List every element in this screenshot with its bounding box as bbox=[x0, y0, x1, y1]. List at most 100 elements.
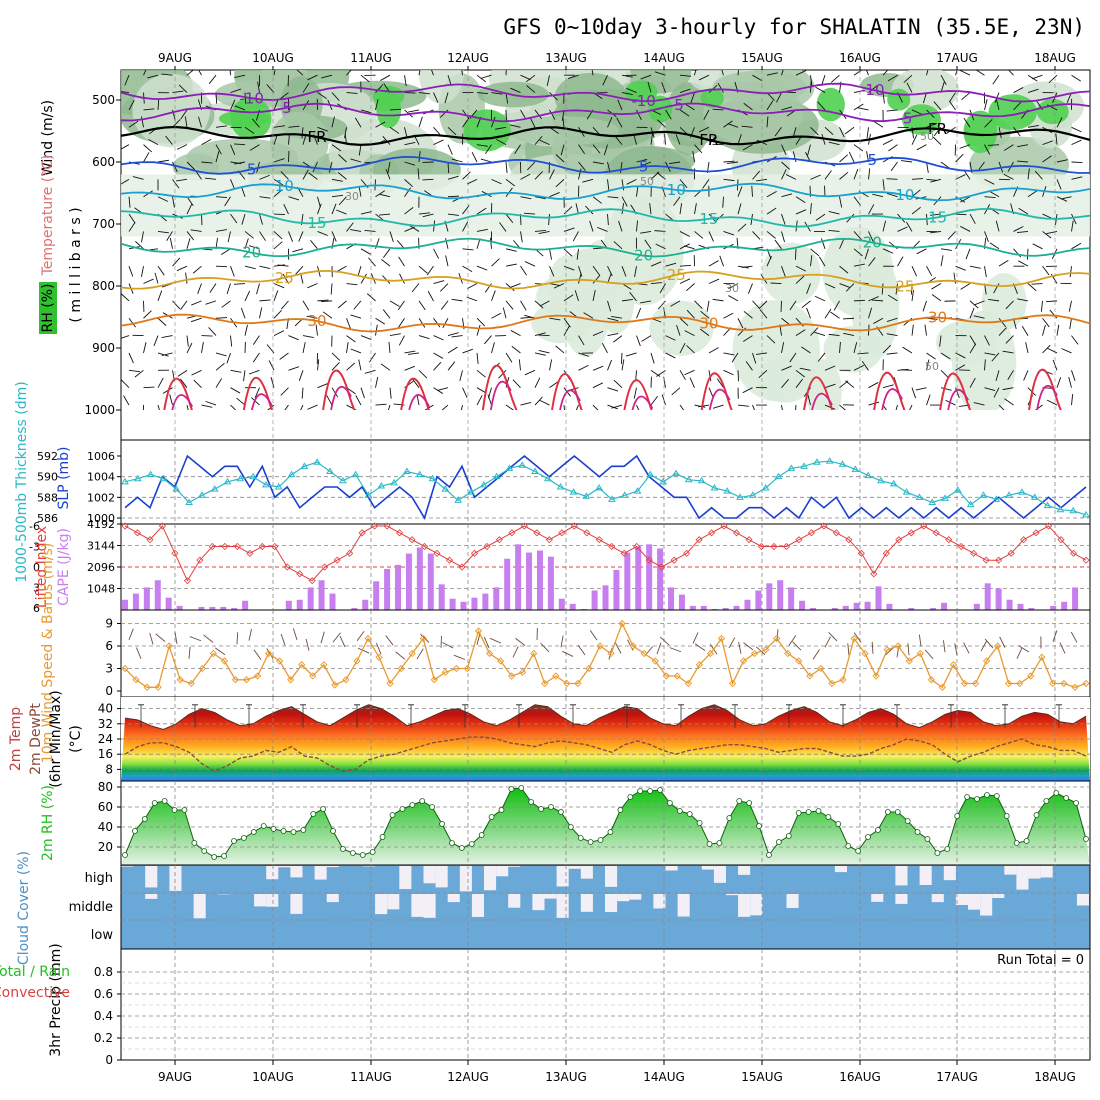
wind-barb bbox=[510, 87, 521, 93]
wind-barb bbox=[447, 213, 459, 216]
cape-bar bbox=[591, 590, 598, 610]
wind-barb bbox=[252, 352, 260, 363]
wind-barb bbox=[534, 300, 544, 309]
wind-barb bbox=[205, 400, 217, 406]
cloud-clear-area bbox=[750, 894, 763, 916]
wind-barb-10m bbox=[954, 643, 958, 656]
cape-bar bbox=[318, 580, 325, 610]
wind-barb bbox=[302, 342, 306, 354]
wind-barb bbox=[636, 404, 640, 410]
wind-barb bbox=[360, 109, 372, 114]
thickness-point bbox=[121, 477, 129, 485]
thickness-point bbox=[1082, 510, 1090, 518]
wind-barb bbox=[770, 282, 782, 284]
wind-barb bbox=[505, 404, 515, 410]
temp-contour-label: 15 bbox=[928, 208, 947, 226]
wind-speed-point bbox=[474, 627, 483, 635]
wind-barb bbox=[843, 332, 855, 337]
cape-bar bbox=[351, 607, 358, 610]
wind-barb bbox=[383, 248, 391, 258]
wind-barb bbox=[172, 90, 184, 94]
wind-speed-point bbox=[463, 664, 472, 673]
lifted-index-point bbox=[720, 522, 728, 530]
wind-barb bbox=[143, 144, 153, 153]
wind-barb bbox=[215, 144, 222, 155]
wind-barb bbox=[418, 369, 428, 379]
wind-barb bbox=[801, 300, 811, 309]
wind-barb bbox=[676, 325, 681, 336]
wind-barb bbox=[625, 352, 637, 357]
rh-point bbox=[359, 852, 366, 858]
wind-barb bbox=[157, 98, 160, 110]
wind-barb bbox=[1008, 70, 1014, 76]
wind-speed-point bbox=[806, 672, 814, 680]
cape-bar bbox=[657, 548, 664, 610]
thickness-point bbox=[928, 498, 937, 505]
wind-barb bbox=[865, 70, 869, 76]
wind-barb bbox=[882, 384, 894, 389]
wind-barb bbox=[224, 196, 231, 207]
wind-barb bbox=[302, 83, 310, 93]
date-label-bottom: 10AUG bbox=[252, 1070, 294, 1084]
cape-bar bbox=[1050, 605, 1057, 610]
cape-bar bbox=[515, 544, 522, 610]
wind-speed-point bbox=[364, 634, 372, 643]
wind-barb bbox=[491, 116, 496, 128]
wind-barb bbox=[963, 169, 971, 180]
wind-barb bbox=[418, 300, 426, 311]
wind-speed-point bbox=[883, 646, 891, 654]
wind-speed-point bbox=[739, 657, 748, 665]
wind-barb bbox=[527, 161, 536, 171]
slp-tick: 1002 bbox=[87, 491, 115, 504]
wind-barb bbox=[227, 231, 231, 243]
wind-barb bbox=[781, 193, 793, 198]
wind-barb bbox=[230, 404, 237, 410]
wind-barb bbox=[890, 161, 898, 172]
wind-barb bbox=[230, 213, 238, 224]
wind-barb bbox=[350, 229, 362, 232]
wind-barb bbox=[502, 307, 507, 319]
wind-barb bbox=[781, 342, 785, 354]
wind-barb bbox=[418, 70, 421, 76]
wind-barb bbox=[592, 382, 604, 389]
thickness-point bbox=[351, 470, 360, 478]
wind-barb bbox=[462, 117, 470, 128]
rh-point bbox=[280, 828, 287, 834]
wind-barb bbox=[441, 404, 449, 410]
temp-contour-label: 5 bbox=[247, 160, 257, 178]
wind-speed-point bbox=[817, 664, 825, 673]
wind-barb bbox=[930, 178, 942, 183]
wind-barb bbox=[620, 352, 623, 364]
rh-blob bbox=[269, 111, 329, 173]
wind-barb bbox=[641, 335, 652, 342]
wind-barb bbox=[911, 206, 921, 215]
wind-barb bbox=[172, 179, 180, 189]
wind-barb bbox=[176, 144, 188, 150]
wind-speed-point bbox=[276, 657, 284, 665]
rh-point bbox=[231, 838, 237, 844]
thickness-point bbox=[262, 480, 270, 488]
wind-speed-point bbox=[795, 657, 803, 665]
rh-point bbox=[369, 849, 376, 855]
wind-barb bbox=[984, 266, 987, 278]
wind-barb-10m bbox=[339, 635, 346, 648]
wind-barb bbox=[1017, 230, 1029, 233]
wind-barb bbox=[801, 346, 811, 354]
rh-point bbox=[250, 829, 257, 835]
wind-barb bbox=[460, 404, 463, 410]
wind-tick: 6 bbox=[105, 639, 113, 653]
wind-barb bbox=[186, 161, 196, 171]
thickness-point bbox=[377, 481, 386, 489]
lifted-index-point bbox=[795, 536, 803, 544]
wind-barb bbox=[650, 352, 655, 364]
wind-barb bbox=[828, 333, 840, 337]
rh-point bbox=[528, 799, 535, 805]
wind-barb bbox=[795, 209, 807, 215]
wind-barb bbox=[766, 72, 778, 76]
wind-speed-point bbox=[165, 642, 173, 650]
wind-speed-point bbox=[850, 634, 858, 643]
wind-barb bbox=[984, 119, 993, 128]
rh-point bbox=[647, 788, 653, 794]
wind-barb bbox=[350, 314, 362, 319]
